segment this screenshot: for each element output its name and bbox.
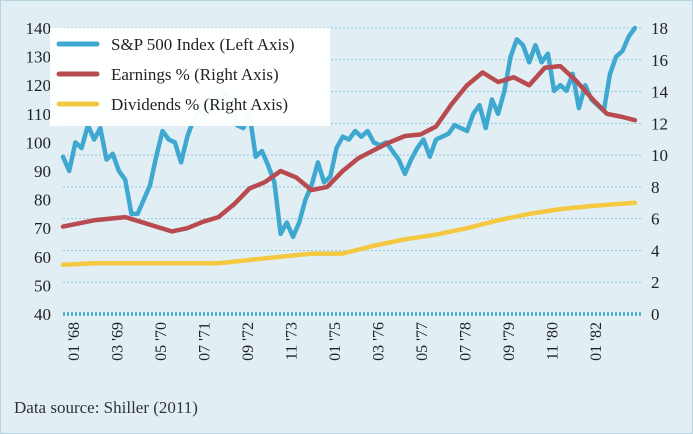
x-tick-label: 07 '78: [458, 322, 475, 361]
x-tick-label: 07 '71: [197, 322, 214, 361]
x-tick-label: 09 '79: [501, 322, 518, 361]
y-left-tick-label: 90: [34, 162, 51, 181]
series-line: [60, 200, 638, 267]
y-right-tick-label: 0: [651, 305, 660, 324]
y-right-tick-label: 16: [651, 51, 668, 70]
legend: S&P 500 Index (Left Axis) Earnings % (Rig…: [50, 28, 330, 126]
x-tick-label: 09 '72: [240, 322, 257, 361]
y-left-tick-label: 50: [34, 276, 51, 295]
y-left-tick-label: 80: [34, 191, 51, 210]
y-right-tick-label: 4: [651, 241, 660, 260]
y-right-tick-label: 18: [651, 19, 668, 38]
x-tick-label: 01 '82: [588, 322, 605, 361]
series-line: [60, 63, 638, 234]
axes: 40 50 60 70 80 90 100 110 120 130 140 0 2 4 6 8 10 12 14 16…: [26, 19, 669, 361]
x-tick-label: 03 '76: [371, 322, 388, 361]
legend-label: S&P 500 Index (Left Axis): [111, 35, 295, 54]
y-left-tick-label: 70: [34, 219, 51, 238]
series-lines: [60, 25, 638, 267]
y-right-tick-label: 8: [651, 178, 660, 197]
x-tick-label: 01 '75: [327, 322, 344, 361]
y-right-tick-label: 10: [651, 146, 668, 165]
y-left-tick-label: 120: [26, 76, 52, 95]
y-left-tick-label: 100: [26, 133, 52, 152]
y-left-tick-label: 40: [34, 305, 51, 324]
y-left-tick-label: 130: [26, 48, 52, 67]
legend-label: Dividends % (Right Axis): [111, 95, 288, 114]
y-right-tick-label: 12: [651, 114, 668, 133]
y-left-tick-label: 110: [26, 105, 51, 124]
y-right-tick-label: 6: [651, 210, 660, 229]
x-tick-label: 03 '69: [110, 322, 127, 361]
x-tick-label: 05 '70: [153, 322, 170, 361]
y-left-tick-label: 60: [34, 248, 51, 267]
x-tick-label: 11 '73: [284, 322, 301, 360]
x-tick-label: 01 '68: [66, 322, 83, 361]
y-right-tick-label: 14: [651, 83, 669, 102]
y-right-tick-label: 2: [651, 273, 660, 292]
legend-label: Earnings % (Right Axis): [111, 65, 279, 84]
source-note: Data source: Shiller (2011): [14, 398, 198, 417]
x-tick-label: 11 '80: [545, 322, 562, 360]
y-left-tick-label: 140: [26, 19, 52, 38]
x-tick-label: 05 '77: [414, 322, 431, 361]
series-line: [60, 25, 638, 240]
line-chart: 40 50 60 70 80 90 100 110 120 130 140 0 2 4 6 8 10 12 14 16…: [26, 19, 669, 361]
